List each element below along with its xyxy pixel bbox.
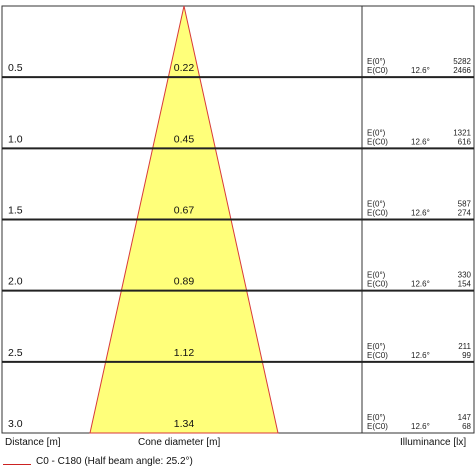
distance-value: 1.0 — [8, 133, 23, 145]
cone-diameter-value: 0.22 — [174, 62, 195, 74]
ec0-label: E(C0) — [367, 209, 388, 218]
distance-value: 2.5 — [8, 347, 23, 359]
distance-value: 0.5 — [8, 62, 23, 74]
angle-value: 12.6° — [411, 209, 430, 218]
e0-label: E(0°) — [367, 271, 386, 280]
ec0-value: 68 — [462, 422, 471, 431]
ec0-label: E(C0) — [367, 422, 388, 431]
angle-value: 12.6° — [411, 280, 430, 289]
distance-axis-label: Distance [m] — [5, 437, 61, 448]
angle-value: 12.6° — [411, 66, 430, 75]
cone-diameter-value: 0.89 — [174, 276, 195, 288]
ec0-value: 274 — [458, 209, 472, 218]
e0-value: 211 — [458, 342, 471, 351]
e0-value: 147 — [458, 413, 472, 422]
e0-value: 1321 — [453, 128, 471, 137]
ec0-label: E(C0) — [367, 280, 388, 289]
legend-label: C0 - C180 (Half beam angle: 25.2°) — [36, 456, 193, 467]
cone-diameter-axis-label: Cone diameter [m] — [138, 437, 221, 448]
illuminance-axis-label: Illuminance [lx] — [400, 437, 467, 448]
e0-label: E(0°) — [367, 200, 386, 209]
cone-diameter-value: 0.67 — [174, 205, 195, 217]
ec0-label: E(C0) — [367, 137, 388, 146]
distance-value: 1.5 — [8, 205, 23, 217]
ec0-value: 2466 — [453, 66, 471, 75]
e0-value: 330 — [458, 271, 472, 280]
e0-label: E(0°) — [367, 128, 386, 137]
e0-value: 587 — [458, 200, 472, 209]
cone-diameter-value: 1.12 — [174, 347, 195, 359]
ec0-value: 99 — [462, 351, 471, 360]
ec0-label: E(C0) — [367, 351, 388, 360]
angle-value: 12.6° — [411, 351, 430, 360]
legend-swatch — [3, 464, 31, 465]
e0-label: E(0°) — [367, 413, 386, 422]
cone-diameter-value: 0.45 — [174, 133, 195, 145]
angle-value: 12.6° — [411, 422, 430, 431]
angle-value: 12.6° — [411, 137, 430, 146]
distance-value: 2.0 — [8, 276, 23, 288]
e0-label: E(0°) — [367, 57, 386, 66]
e0-value: 5282 — [453, 57, 471, 66]
ec0-label: E(C0) — [367, 66, 388, 75]
distance-value: 3.0 — [8, 418, 23, 430]
ec0-value: 616 — [458, 137, 472, 146]
ec0-value: 154 — [458, 280, 472, 289]
row-dividers — [2, 76, 474, 363]
e0-label: E(0°) — [367, 342, 386, 351]
cone-diameter-value: 1.34 — [174, 418, 195, 430]
